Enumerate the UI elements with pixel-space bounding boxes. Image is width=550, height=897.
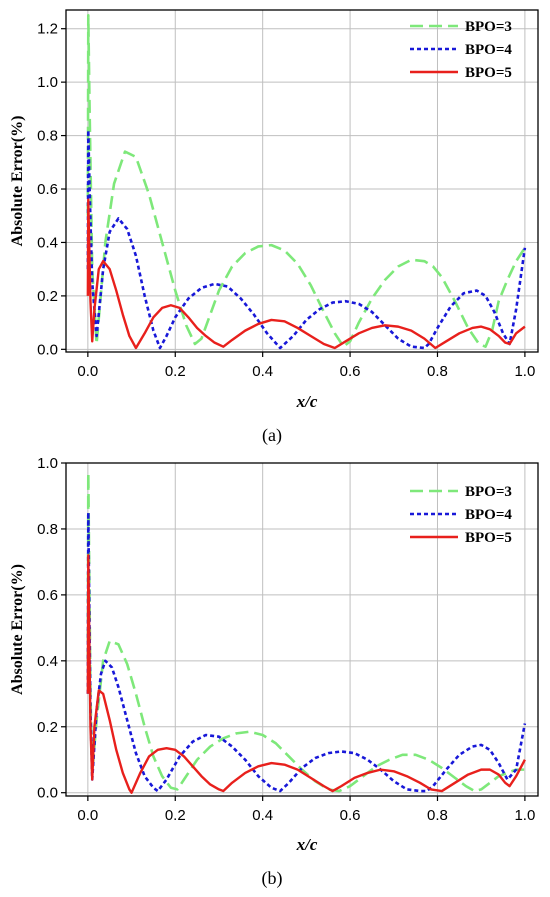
x-tick-label: 0.0 (77, 363, 98, 380)
x-axis-label: x/c (296, 835, 318, 854)
series-line-bpo-3 (86, 471, 525, 793)
legend-label-bpo-4: BPO=4 (465, 507, 512, 523)
y-axis-label: Absolute Error(%) (9, 116, 26, 247)
x-tick-label: 0.0 (77, 807, 98, 824)
x-tick-label: 0.2 (165, 807, 186, 824)
plot-frame (65, 462, 539, 797)
x-axis-label: x/c (296, 392, 318, 411)
y-tick-label: 0.6 (37, 181, 58, 198)
y-tick-label: 0.4 (37, 234, 58, 251)
x-tick-label: 0.2 (165, 363, 186, 380)
y-tick-label: 0.8 (37, 521, 58, 538)
x-tick-label: 0.8 (427, 807, 448, 824)
x-tick-label: 1.0 (514, 807, 535, 824)
series-group (86, 14, 527, 350)
x-tick-label: 1.0 (514, 363, 535, 380)
legend-label-bpo-5: BPO=5 (465, 65, 512, 81)
series-line-bpo-4 (86, 128, 527, 350)
y-tick-label: 0.6 (37, 587, 58, 604)
x-tick-label: 0.4 (252, 363, 273, 380)
y-tick-label: 0.2 (37, 719, 58, 736)
x-tick-label: 0.4 (252, 807, 273, 824)
x-tick-label: 0.6 (340, 807, 361, 824)
series-line-bpo-4 (86, 511, 527, 793)
x-tick-label: 0.6 (340, 363, 361, 380)
y-tick-label: 0.0 (37, 341, 58, 358)
y-tick-label: 0.8 (37, 128, 58, 145)
y-axis-label: Absolute Error(%) (9, 564, 26, 695)
y-tick-label: 1.0 (37, 455, 58, 472)
series-line-bpo-3 (86, 14, 526, 348)
y-tick-label: 0.0 (37, 785, 58, 802)
y-tick-label: 1.0 (37, 74, 58, 91)
legend-label-bpo-4: BPO=4 (465, 42, 512, 58)
legend-label-bpo-3: BPO=3 (465, 19, 512, 35)
chart-a: 0.0 0.2 0.4 0.6 0.8 1.0 0.0 0.2 0.4 0.6 0.8 1.0 1.2 A… (9, 9, 539, 446)
series-line-bpo-5 (86, 554, 526, 794)
x-tick-label: 0.8 (427, 363, 448, 380)
y-tick-label: 0.4 (37, 653, 58, 670)
y-tick-label: 0.2 (37, 288, 58, 305)
legend-label-bpo-3: BPO=3 (465, 484, 512, 500)
panel-caption: (b) (262, 868, 283, 889)
series-line-bpo-5 (86, 198, 526, 350)
legend: BPO=3 BPO=4 BPO=5 (410, 19, 512, 81)
y-tick-label: 1.2 (37, 21, 58, 38)
legend: BPO=3 BPO=4 BPO=5 (410, 484, 512, 546)
series-group (86, 471, 527, 794)
chart-b: 0.0 0.2 0.4 0.6 0.8 1.0 0.0 0.2 0.4 0.6 0.8 1.0 Abso… (9, 455, 539, 889)
legend-label-bpo-5: BPO=5 (465, 530, 512, 546)
grid-lines (66, 10, 538, 352)
panel-caption: (a) (262, 425, 282, 446)
plot-frame (65, 9, 539, 353)
